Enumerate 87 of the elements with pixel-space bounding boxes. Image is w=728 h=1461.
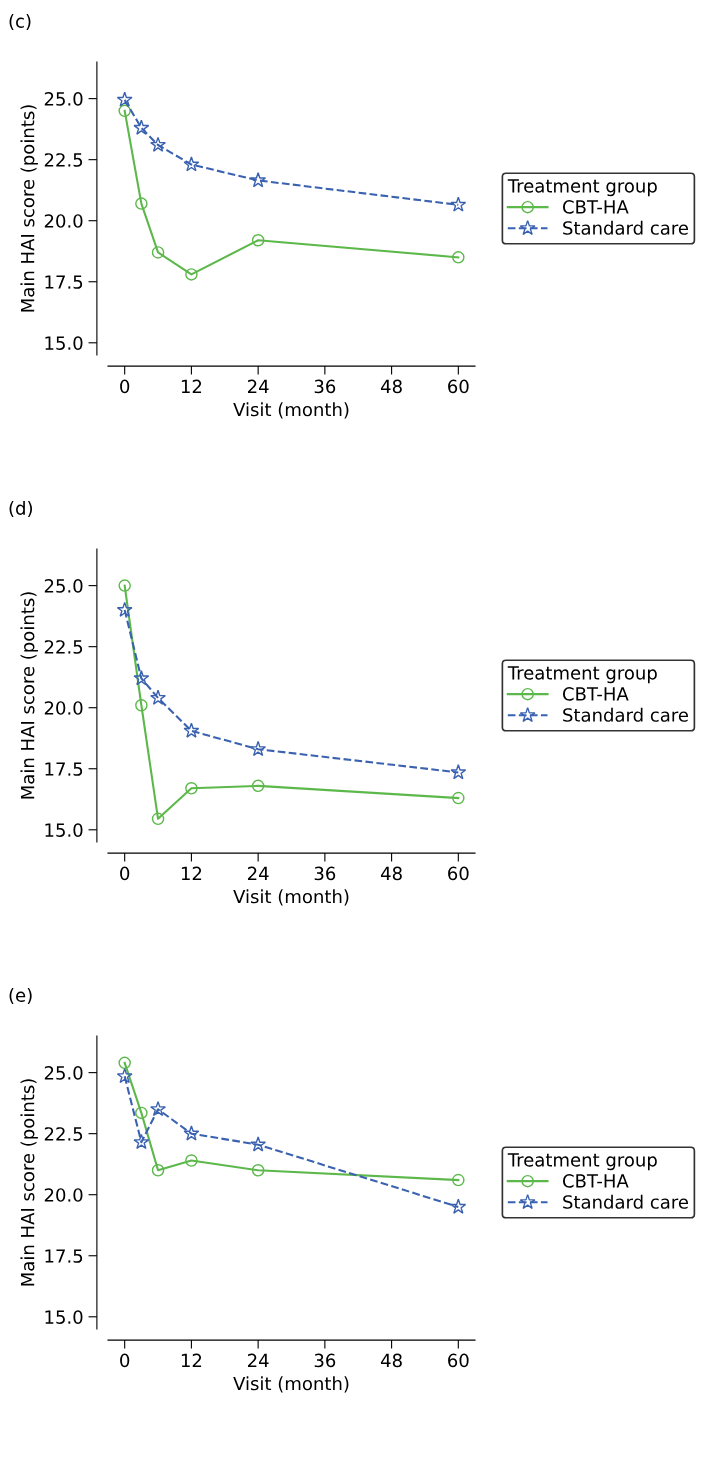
point <box>452 1173 465 1187</box>
legend-label: Standard care <box>563 707 688 722</box>
point <box>133 1133 150 1150</box>
legend-label: CBT-HA <box>562 687 629 701</box>
legend-label: CBT-HA <box>562 1174 629 1188</box>
x-tick-label: 36 <box>314 379 336 394</box>
y-tick-label: 17.5 <box>45 762 83 776</box>
y-tick-label: 22.5 <box>44 1127 83 1141</box>
x-tick-label: 48 <box>380 379 402 394</box>
x-tick-label: 60 <box>448 379 469 394</box>
point <box>135 1106 148 1120</box>
x-tick-label: 60 <box>448 866 469 881</box>
point <box>150 136 167 152</box>
y-tick-label: 20.0 <box>44 701 83 715</box>
point <box>450 764 467 780</box>
x-tick-label: 60 <box>448 1353 469 1368</box>
point <box>183 722 200 738</box>
x-tick-label: 36 <box>314 1353 336 1368</box>
point <box>183 1125 200 1141</box>
point <box>185 782 198 795</box>
point <box>250 740 267 757</box>
y-tick-label: 15.0 <box>45 1310 83 1324</box>
legend-title: Treatment group <box>507 1153 657 1171</box>
y-axis-title: Main HAI score (points) <box>20 592 38 799</box>
x-tick-label: 24 <box>247 1353 269 1368</box>
y-tick-label: 15.0 <box>45 823 83 837</box>
point <box>452 791 465 805</box>
y-tick-label: 17.5 <box>45 1249 83 1263</box>
y-tick-label: 20.0 <box>44 214 83 228</box>
point <box>450 196 467 212</box>
y-axis-title: Main HAI score (points) <box>20 105 38 312</box>
x-axis-title: Visit (month) <box>233 402 349 419</box>
x-tick-label: 24 <box>247 379 269 394</box>
point <box>151 246 165 259</box>
point <box>116 1067 133 1084</box>
x-tick-label: 48 <box>380 866 402 881</box>
legend-label: CBT-HA <box>562 200 629 214</box>
point <box>133 119 150 135</box>
point <box>250 172 267 188</box>
legend-title: Treatment group <box>507 666 657 684</box>
chart-title: (c) <box>9 14 31 31</box>
point <box>133 670 150 686</box>
y-tick-label: 25.0 <box>44 1066 83 1080</box>
y-tick-label: 15.0 <box>45 336 83 350</box>
point <box>135 699 148 712</box>
legend-label: Standard care <box>563 220 688 235</box>
point <box>251 779 265 793</box>
y-tick-label: 25.0 <box>44 579 83 593</box>
y-tick-label: 22.5 <box>44 153 83 167</box>
point <box>118 1056 131 1070</box>
x-axis-title: Visit (month) <box>233 1376 349 1393</box>
point <box>116 91 133 107</box>
legend-label: Standard care <box>563 1194 688 1209</box>
point <box>150 1100 167 1117</box>
y-tick-label: 25.0 <box>44 92 83 106</box>
point <box>250 1136 267 1152</box>
point <box>251 1164 265 1177</box>
chart-title: (d) <box>9 501 32 518</box>
point <box>116 601 133 617</box>
x-tick-label: 0 <box>120 866 130 881</box>
y-tick-label: 17.5 <box>45 275 83 289</box>
point <box>251 233 265 247</box>
chart-title: (e) <box>9 988 32 1005</box>
x-axis-title: Visit (month) <box>233 889 349 906</box>
x-tick-label: 48 <box>380 1353 402 1368</box>
point <box>135 197 148 210</box>
point <box>185 1154 198 1167</box>
point <box>150 689 167 705</box>
x-tick-label: 24 <box>247 866 269 881</box>
x-tick-label: 36 <box>314 866 336 881</box>
x-tick-label: 0 <box>120 379 130 394</box>
legend-title: Treatment group <box>507 179 657 197</box>
point <box>452 251 465 264</box>
point <box>185 268 198 281</box>
point <box>151 812 165 826</box>
point <box>183 156 200 172</box>
x-tick-label: 12 <box>181 866 202 881</box>
y-tick-label: 22.5 <box>44 640 83 654</box>
x-tick-label: 0 <box>120 1353 130 1368</box>
x-tick-label: 12 <box>181 379 202 394</box>
x-tick-label: 12 <box>181 1353 202 1368</box>
point <box>118 104 131 118</box>
y-tick-label: 20.0 <box>44 1188 83 1202</box>
point <box>450 1198 467 1214</box>
point <box>118 579 131 592</box>
y-axis-title: Main HAI score (points) <box>20 1079 38 1286</box>
point <box>151 1164 165 1177</box>
